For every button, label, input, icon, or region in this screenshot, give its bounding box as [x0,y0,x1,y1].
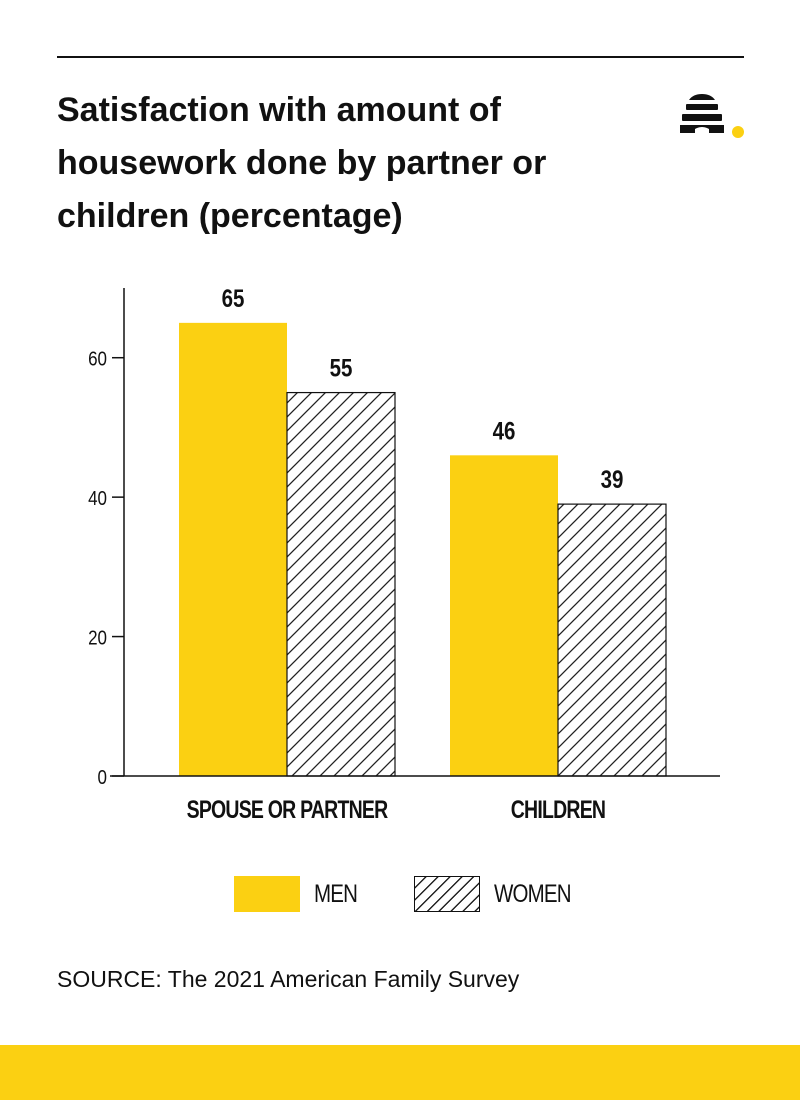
footer-band [0,1045,800,1100]
y-tick-label: 0 [98,766,107,789]
data-label: 39 [601,465,624,493]
bar-men-0 [179,322,287,776]
legend-label-men: MEN [314,880,358,908]
legend: MEN WOMEN [0,870,800,920]
legend-swatch-women [414,876,480,912]
data-label: 46 [493,416,516,444]
bar-women-1 [557,503,667,777]
bar-men-1 [450,455,558,776]
data-label: 55 [330,354,353,382]
data-label: 65 [222,284,245,312]
y-tick-label: 40 [88,487,107,510]
beehive-icon [680,94,744,138]
bar-women-0 [286,391,396,777]
y-tick-label: 20 [88,626,107,649]
source-note: SOURCE: The 2021 American Family Survey [57,966,520,992]
top-rule [57,56,744,58]
legend-label-women: WOMEN [494,880,572,908]
category-label: CHILDREN [511,796,605,824]
legend-swatch-men [234,876,300,912]
y-tick-label: 60 [88,347,107,370]
chart-title: Satisfaction with amount of housework do… [57,91,547,235]
bar-chart: 0 20 40 60 65 55 46 39 SPOUSE OR PARTNER CHILDR… [88,284,720,824]
category-label: SPOUSE OR PARTNER [187,796,388,824]
